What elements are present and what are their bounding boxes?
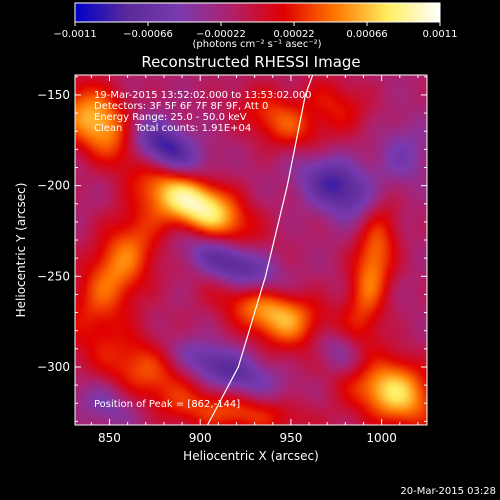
annotation-time: 19-Mar-2015 13:52:02.000 to 13:53:02.000 <box>94 90 312 101</box>
annotation-counts: Clean Total counts: 1.91E+04 <box>94 123 251 134</box>
y-tick-label: −200 <box>37 179 70 193</box>
colorbar-tick-label: 0.00066 <box>346 29 387 40</box>
colorbar-tick-label: 0.00022 <box>273 29 314 40</box>
colorbar: −0.0011 −0.00066 −0.00022 0.00022 0.00066 0.0… <box>53 2 458 50</box>
x-axis-label: Heliocentric X (arcsec) <box>183 449 319 463</box>
solar-limb-line <box>206 75 314 425</box>
x-tick-label: 850 <box>98 431 121 445</box>
annotation-detectors: Detectors: 3F 5F 6F 7F 8F 9F, Att 0 <box>94 101 268 112</box>
y-axis-label: Heliocentric Y (arcsec) <box>14 183 28 318</box>
colorbar-tick-label: −0.00022 <box>196 29 246 40</box>
x-tick-label: 900 <box>189 431 212 445</box>
peak-position-label: Position of Peak = [862,-144] <box>94 399 240 410</box>
heatmap-image <box>75 75 427 425</box>
colorbar-tick-label: 0.0011 <box>423 29 458 40</box>
annotation-energy: Energy Range: 25.0 - 50.0 keV <box>94 112 247 123</box>
chart-title: Reconstructed RHESSI Image <box>141 53 360 71</box>
heatmap-plot: 850 900 950 1000 −150 −200 −250 −300 <box>37 74 428 445</box>
colorbar-ticks: −0.0011 −0.00066 −0.00022 0.00022 0.00066 0.0… <box>53 22 458 40</box>
colorbar-gradient <box>74 2 441 23</box>
y-tick-label: −150 <box>37 88 70 102</box>
x-tick-label: 1000 <box>366 431 397 445</box>
colorbar-tick-label: −0.00066 <box>123 29 173 40</box>
x-tick-label: 950 <box>279 431 302 445</box>
colorbar-unit-label: (photons cm⁻² s⁻¹ asec⁻²) <box>192 39 321 50</box>
plot-frame <box>74 74 428 426</box>
axis-ticks: 850 900 950 1000 −150 −200 −250 −300 <box>37 75 427 445</box>
y-tick-label: −250 <box>37 269 70 283</box>
y-tick-label: −300 <box>37 360 70 374</box>
colorbar-tick-label: −0.0011 <box>53 29 96 40</box>
annotation-block: 19-Mar-2015 13:52:02.000 to 13:53:02.000… <box>94 90 312 134</box>
footer-timestamp: 20-Mar-2015 03:28 <box>400 486 496 497</box>
